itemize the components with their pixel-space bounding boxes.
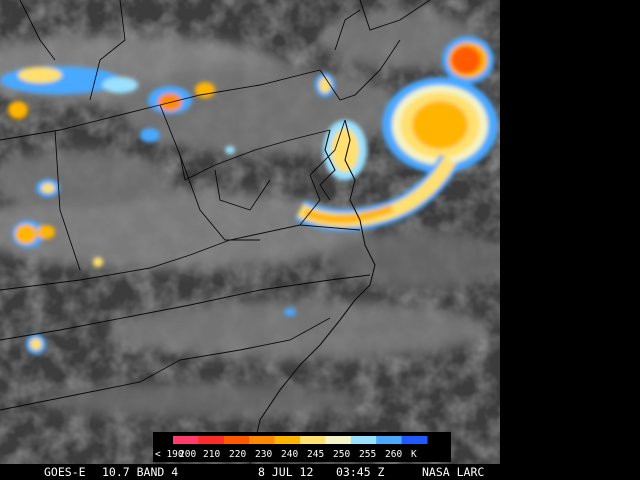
legend-tick-label: < 190 (155, 449, 184, 460)
legend-tick-label: 255 (359, 449, 376, 460)
coastline (249, 119, 376, 465)
satellite-ir-map (0, 0, 510, 465)
legend-tick-label: 210 (203, 449, 220, 460)
legend-swatch (376, 436, 403, 444)
credit-label: NASA LARC (422, 465, 485, 479)
legend-swatch (274, 436, 301, 444)
legend-swatch (223, 436, 250, 444)
temperature-legend: < 190 200 210 220 230 240 245 250 255 260 K (153, 432, 451, 462)
legend-color-bar (173, 436, 428, 444)
legend-tick-label: K (411, 449, 417, 460)
legend-swatch (173, 436, 199, 444)
legend-tick-label: 250 (333, 449, 350, 460)
black-margin (500, 0, 640, 480)
legend-swatch (350, 436, 377, 444)
legend-swatch (249, 436, 276, 444)
legend-tick-label: 245 (307, 449, 324, 460)
date-label: 8 JUL 12 (258, 465, 314, 479)
legend-swatch (300, 436, 326, 444)
legend-tick-label: 260 (385, 449, 402, 460)
time-label: 03:45 Z (336, 465, 385, 479)
legend-tick-label: 240 (281, 449, 298, 460)
legend-tick-label: 220 (229, 449, 246, 460)
legend-swatch (401, 436, 428, 444)
legend-swatch (198, 436, 225, 444)
legend-swatch (325, 436, 352, 444)
satellite-name: GOES-E (44, 465, 86, 479)
image-caption-bar: GOES-E 10.7 BAND 4 8 JUL 12 03:45 Z NASA… (0, 464, 640, 480)
cold-cloud-tops (0, 36, 498, 354)
legend-tick-label: 200 (179, 449, 196, 460)
legend-tick-label: 230 (255, 449, 272, 460)
band-label: 10.7 BAND 4 (102, 465, 179, 479)
state-boundaries (0, 0, 431, 411)
